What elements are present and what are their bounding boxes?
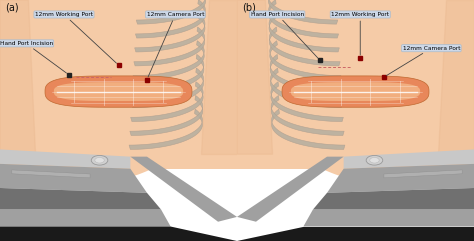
Text: 12mm Working Port: 12mm Working Port xyxy=(331,12,389,55)
Polygon shape xyxy=(327,164,474,193)
Polygon shape xyxy=(135,13,205,52)
Text: Hand Port Incision: Hand Port Incision xyxy=(0,41,66,73)
Polygon shape xyxy=(291,82,420,101)
Polygon shape xyxy=(136,0,205,38)
Polygon shape xyxy=(303,210,474,227)
Polygon shape xyxy=(12,170,90,178)
Polygon shape xyxy=(45,76,192,107)
Polygon shape xyxy=(282,76,429,107)
Polygon shape xyxy=(272,109,345,149)
Polygon shape xyxy=(384,170,462,178)
Polygon shape xyxy=(237,157,344,222)
Polygon shape xyxy=(133,41,204,80)
Polygon shape xyxy=(270,54,342,94)
Polygon shape xyxy=(130,95,203,135)
Polygon shape xyxy=(136,0,206,24)
Polygon shape xyxy=(0,164,147,193)
Text: (a): (a) xyxy=(5,2,18,12)
Polygon shape xyxy=(130,157,237,222)
Polygon shape xyxy=(129,109,202,149)
Polygon shape xyxy=(237,0,474,178)
Polygon shape xyxy=(269,27,340,66)
Polygon shape xyxy=(268,0,338,24)
Polygon shape xyxy=(134,27,205,66)
Ellipse shape xyxy=(91,155,108,165)
Polygon shape xyxy=(271,82,343,121)
Polygon shape xyxy=(201,0,237,154)
Polygon shape xyxy=(237,0,273,154)
Polygon shape xyxy=(313,188,474,210)
Text: 12mm Camera Port: 12mm Camera Port xyxy=(146,12,204,77)
Text: (b): (b) xyxy=(242,2,255,12)
Polygon shape xyxy=(0,0,237,178)
Polygon shape xyxy=(54,82,183,101)
Text: 12mm Working Port: 12mm Working Port xyxy=(35,12,117,63)
Ellipse shape xyxy=(370,158,379,163)
Polygon shape xyxy=(132,54,204,94)
Bar xyxy=(237,0,474,169)
Polygon shape xyxy=(0,210,171,227)
Polygon shape xyxy=(271,68,343,108)
Polygon shape xyxy=(271,95,344,135)
Polygon shape xyxy=(0,149,130,169)
Ellipse shape xyxy=(366,155,383,165)
Ellipse shape xyxy=(95,158,104,163)
Polygon shape xyxy=(438,0,474,154)
Bar xyxy=(0,0,237,169)
Polygon shape xyxy=(0,188,161,210)
Polygon shape xyxy=(269,13,339,52)
Polygon shape xyxy=(344,149,474,169)
Polygon shape xyxy=(269,0,338,38)
Text: 12mm Camera Port: 12mm Camera Port xyxy=(386,46,460,76)
Text: Hand Port Incision: Hand Port Incision xyxy=(251,12,318,58)
Polygon shape xyxy=(131,82,203,121)
Polygon shape xyxy=(131,68,203,108)
Polygon shape xyxy=(0,0,36,154)
Polygon shape xyxy=(0,227,237,241)
Polygon shape xyxy=(270,41,341,80)
Polygon shape xyxy=(237,227,474,241)
